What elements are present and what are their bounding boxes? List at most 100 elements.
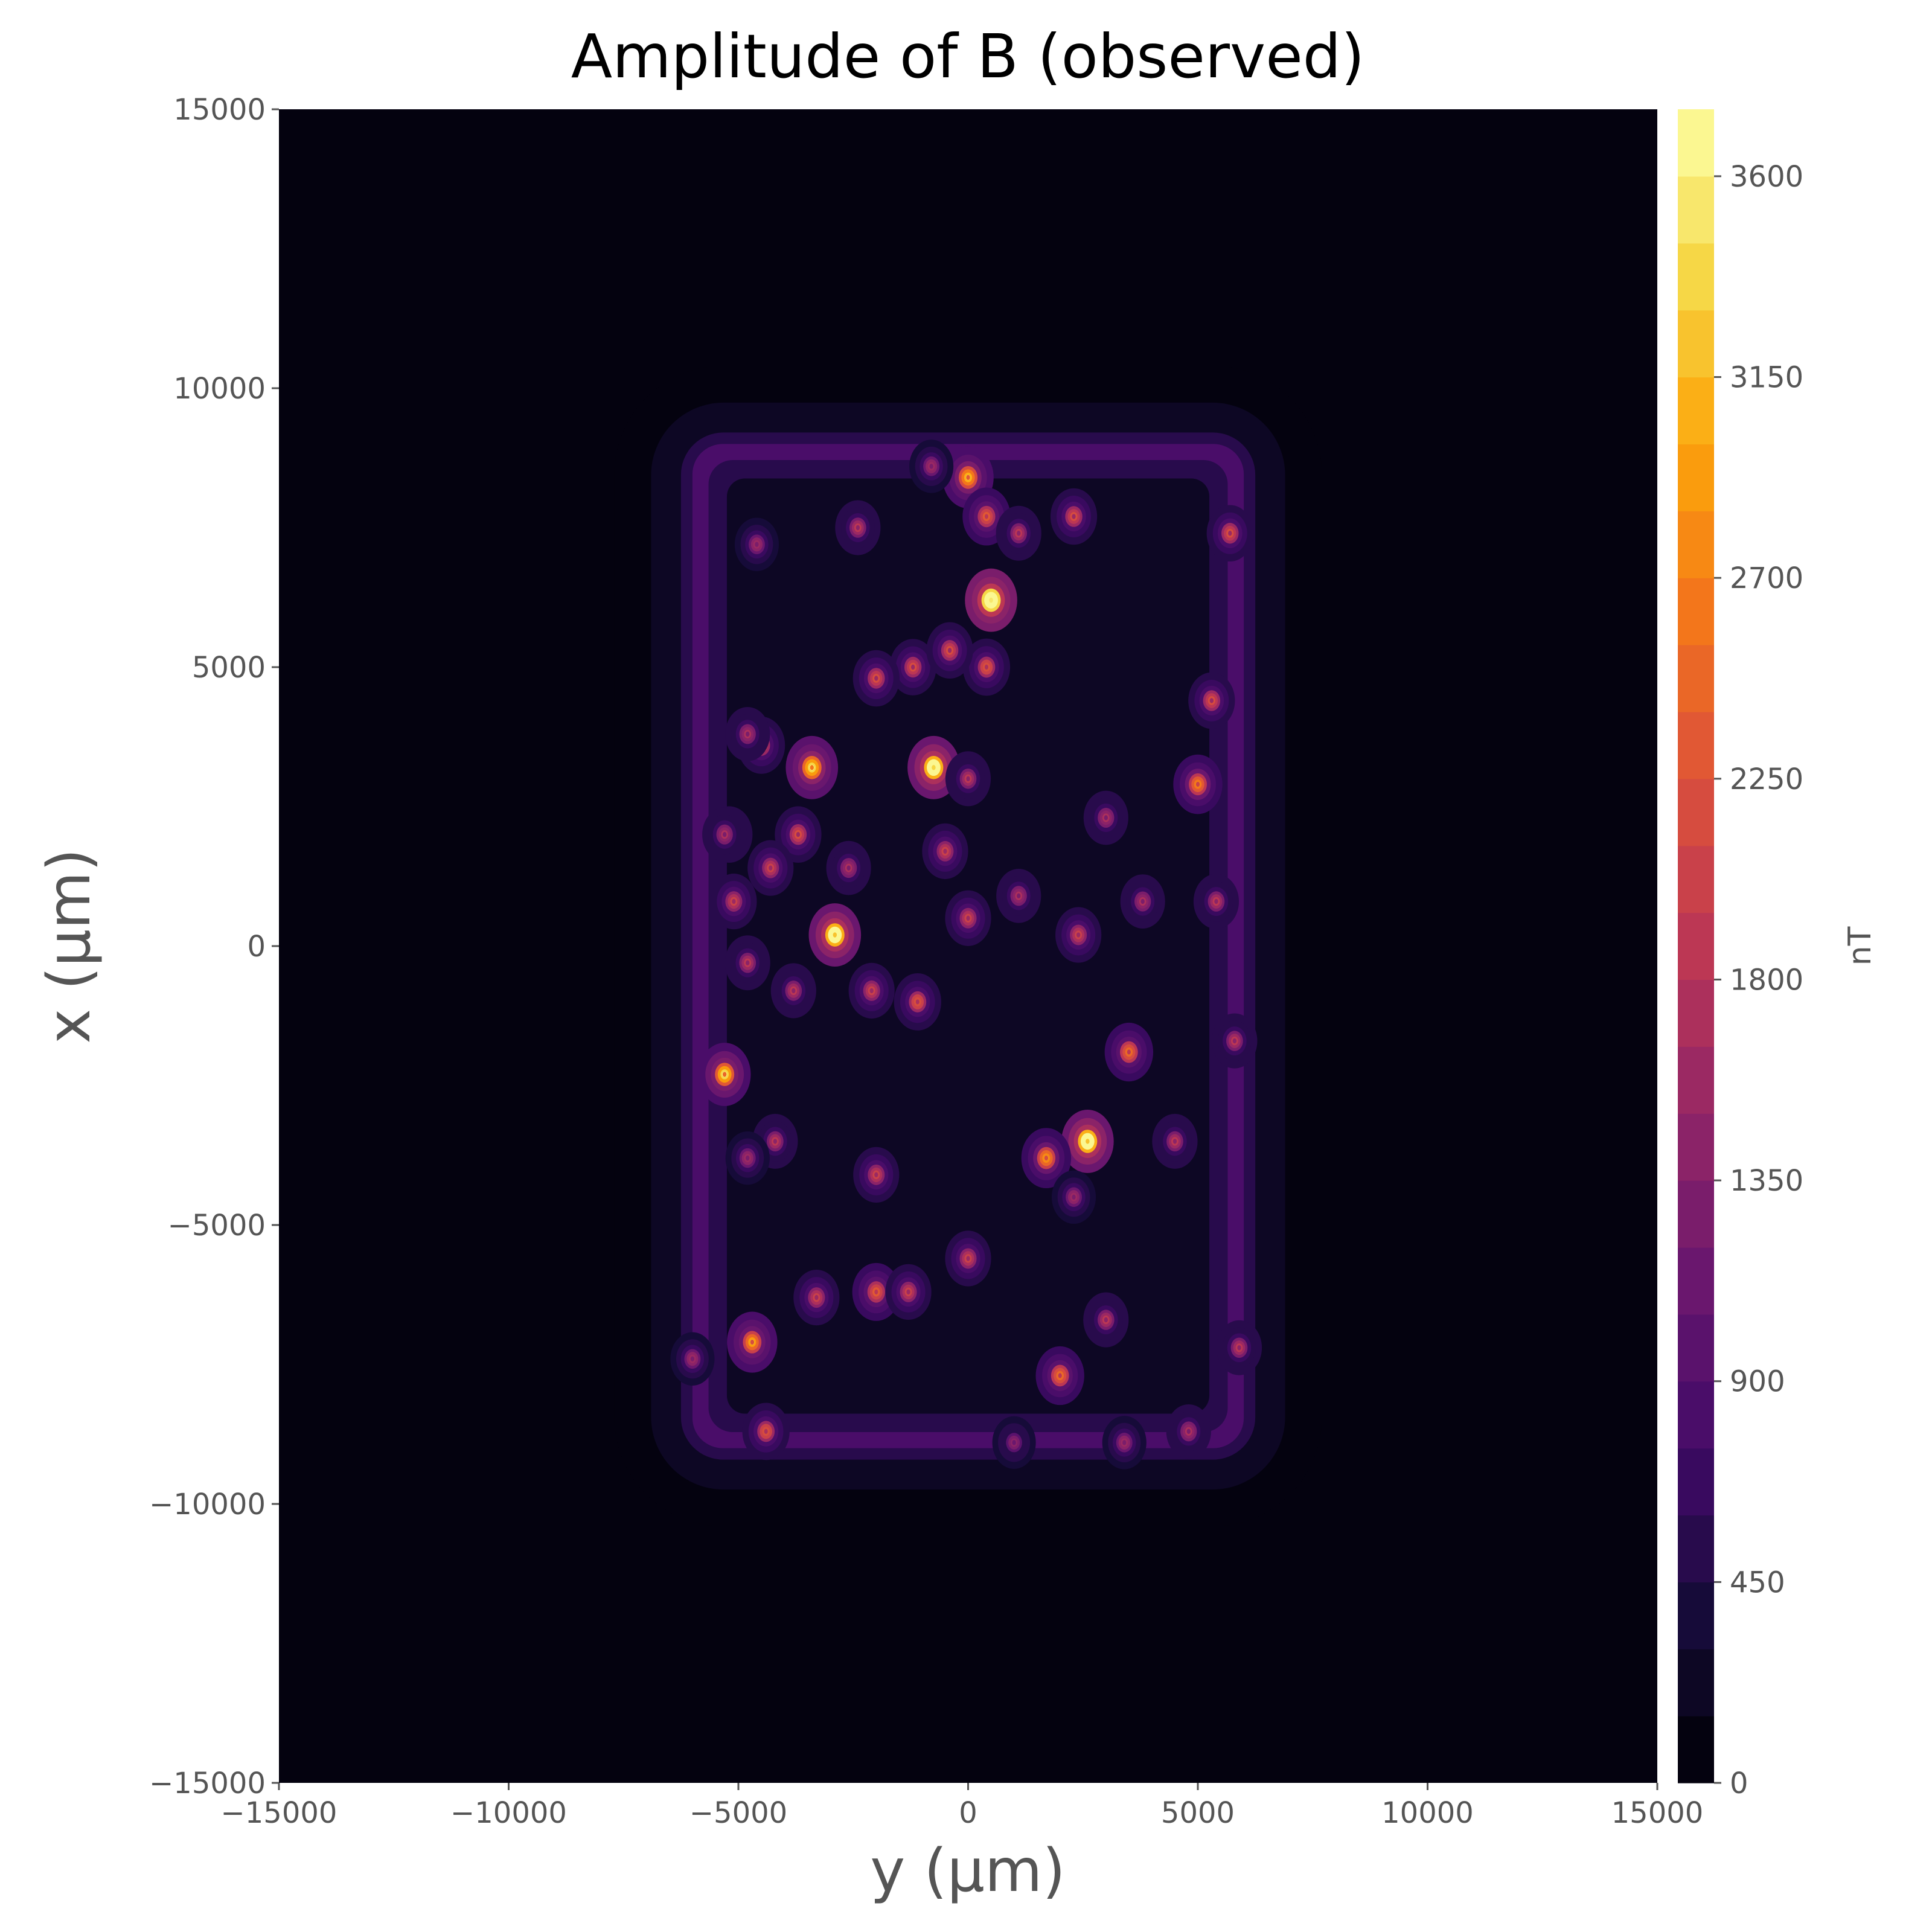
- colorbar-band: [1678, 1381, 1714, 1449]
- colorbar-band: [1678, 778, 1714, 846]
- hotspot-50: [826, 840, 871, 895]
- hotspot-35: [885, 1264, 932, 1320]
- colorbar-band: [1678, 912, 1714, 980]
- hotspot-25: [1188, 672, 1235, 729]
- hotspot-40: [1212, 1013, 1258, 1069]
- y-axis-label: x (μm): [35, 848, 104, 1043]
- y-tick-label: 0: [247, 930, 266, 964]
- hotspot-26: [1206, 505, 1253, 562]
- x-tick-label: 10000: [1381, 1796, 1474, 1830]
- hotspot-59: [909, 440, 954, 493]
- x-tick-label: −5000: [689, 1796, 787, 1830]
- colorbar-label: nT: [1842, 926, 1878, 965]
- y-tick-label: −5000: [168, 1209, 266, 1243]
- colorbar-band: [1678, 845, 1714, 913]
- hotspot-17: [742, 1403, 790, 1460]
- hotspot-43: [996, 505, 1041, 561]
- hotspot-27: [747, 840, 794, 896]
- colorbar-band: [1678, 1649, 1714, 1716]
- colorbar-band: [1678, 645, 1714, 712]
- hotspot-61: [992, 1416, 1036, 1469]
- hotspot-30: [853, 1147, 900, 1203]
- colorbar-band: [1678, 1046, 1714, 1114]
- colorbar-band: [1678, 1515, 1714, 1582]
- colorbar-tick-label: 2700: [1730, 561, 1803, 595]
- hotspot-34: [793, 1269, 840, 1326]
- colorbar-tick-label: 2250: [1730, 763, 1803, 796]
- hotspot-6: [698, 1043, 751, 1106]
- hotspot-42: [1152, 1113, 1198, 1169]
- hotspot-33: [945, 890, 991, 946]
- hotspot-3: [808, 903, 862, 967]
- hotspot-47: [1216, 1320, 1262, 1375]
- hotspot-15: [962, 638, 1011, 696]
- colorbar-bands: [1678, 109, 1714, 1783]
- hotspot-54: [1166, 1404, 1211, 1459]
- hotspot-57: [734, 517, 779, 571]
- hotspot-22: [1050, 488, 1098, 545]
- hotspot-29: [848, 962, 895, 1019]
- x-tick-label: −15000: [221, 1796, 337, 1830]
- hotspot-4: [1061, 1109, 1114, 1173]
- colorbar-band: [1678, 979, 1714, 1047]
- y-tick-label: −15000: [149, 1767, 266, 1800]
- colorbar-band: [1678, 578, 1714, 645]
- hotspot-13: [962, 487, 1011, 546]
- hotspot-layer: [670, 440, 1262, 1470]
- colorbar-band: [1678, 711, 1714, 779]
- colorbar-tick-label: 3150: [1730, 361, 1803, 395]
- y-tick-label: 15000: [173, 93, 266, 127]
- hotspot-14: [852, 1262, 900, 1321]
- hotspot-11: [1104, 1022, 1154, 1082]
- hotspot-10: [1173, 754, 1223, 814]
- colorbar-band: [1678, 1716, 1714, 1783]
- hotspot-19: [889, 639, 936, 696]
- hotspot-8: [727, 1311, 778, 1373]
- hotspot-12: [1035, 1346, 1084, 1406]
- hotspot-21: [852, 650, 900, 707]
- colorbar-tick-label: 1800: [1730, 963, 1803, 997]
- hotspot-2: [907, 735, 960, 799]
- hotspot-1: [965, 568, 1017, 632]
- hotspot-28: [711, 873, 757, 930]
- hotspot-44: [835, 500, 881, 555]
- hotspot-51: [996, 868, 1041, 923]
- hotspot-31: [945, 1230, 991, 1287]
- x-tick-label: 5000: [1161, 1796, 1235, 1830]
- colorbar-band: [1678, 243, 1714, 311]
- colorbar-band: [1678, 1247, 1714, 1315]
- x-axis-ticks: −15000 −10000 −5000 0 5000 10000 15000: [221, 1783, 1704, 1830]
- hotspot-52: [1083, 790, 1128, 845]
- colorbar-band: [1678, 1113, 1714, 1181]
- colorbar-tick-label: 0: [1730, 1767, 1748, 1800]
- hotspot-45: [945, 751, 991, 807]
- colorbar-band: [1678, 310, 1714, 378]
- colorbar-band: [1678, 444, 1714, 511]
- y-tick-label: −10000: [149, 1488, 266, 1521]
- hotspot-60: [1051, 1170, 1096, 1224]
- hotspot-48: [725, 706, 770, 761]
- x-tick-label: 0: [959, 1796, 977, 1830]
- plot-area: [279, 109, 1657, 1783]
- colorbar-band: [1678, 1180, 1714, 1248]
- colorbar: 0 450 900 1350 1800 2250 2700 3150 3600 nT: [1678, 109, 1878, 1800]
- y-axis-ticks: 15000 10000 5000 0 −5000 −10000 −15000: [149, 93, 279, 1800]
- x-tick-label: −10000: [450, 1796, 567, 1830]
- hotspot-9: [1021, 1128, 1072, 1189]
- colorbar-band: [1678, 377, 1714, 444]
- colorbar-tick-label: 3600: [1730, 160, 1803, 194]
- colorbar-band: [1678, 176, 1714, 244]
- hotspot-32: [922, 823, 968, 880]
- hotspot-39: [1193, 874, 1239, 929]
- y-tick-label: 10000: [173, 372, 266, 406]
- x-axis-label: y (μm): [870, 1837, 1065, 1905]
- colorbar-band: [1678, 109, 1714, 177]
- hotspot-16: [894, 973, 941, 1031]
- hotspot-49: [702, 807, 747, 862]
- colorbar-band: [1678, 1314, 1714, 1382]
- x-tick-label: 15000: [1611, 1796, 1704, 1830]
- colorbar-ticks: 0 450 900 1350 1800 2250 2700 3150 3600: [1714, 160, 1803, 1800]
- colorbar-band: [1678, 1448, 1714, 1516]
- hotspot-5: [785, 735, 839, 799]
